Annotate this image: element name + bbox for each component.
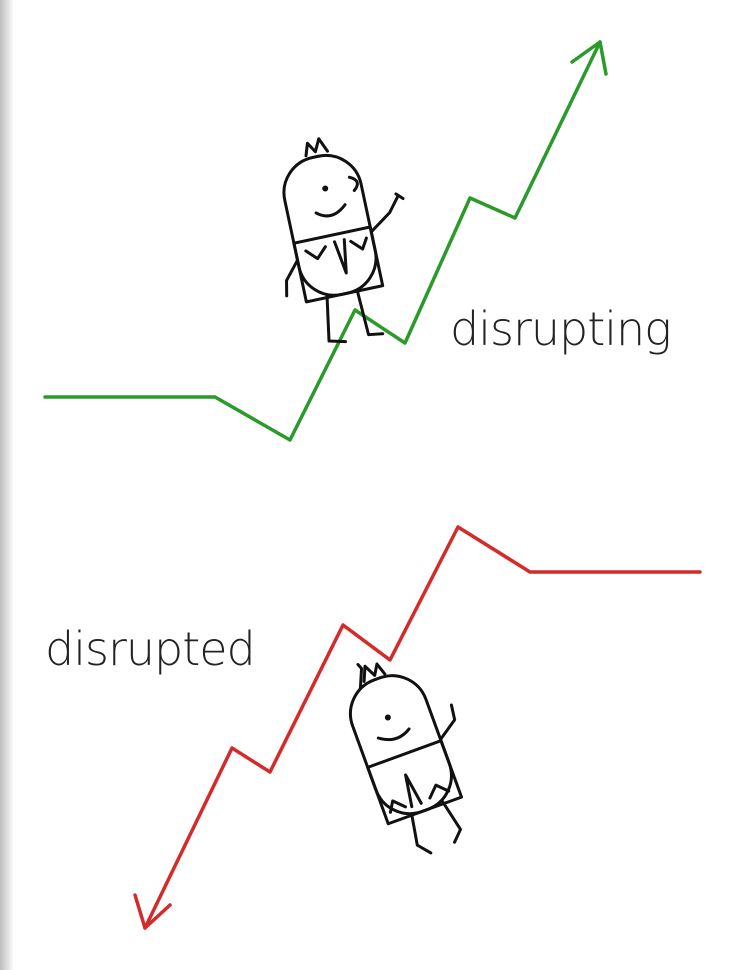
label-disrupting: disrupting [450,302,671,356]
background [0,0,733,970]
page: {"labels": {"top": "disrupting", "bottom… [0,0,733,970]
illustration: disrupting disrupted [0,0,733,970]
label-disrupted: disrupted [45,622,255,676]
left-edge [0,0,14,970]
